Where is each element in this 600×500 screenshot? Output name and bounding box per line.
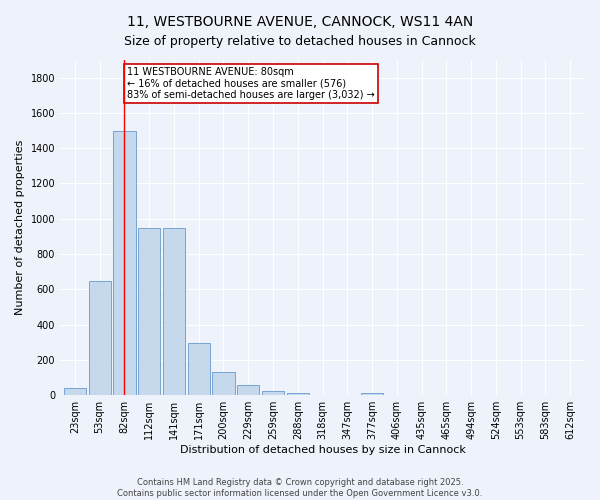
Text: Size of property relative to detached houses in Cannock: Size of property relative to detached ho… (124, 35, 476, 48)
Bar (64, 388, 86, 395)
Bar (212, 372, 235, 395)
Text: 11, WESTBOURNE AVENUE, CANNOCK, WS11 4AN: 11, WESTBOURNE AVENUE, CANNOCK, WS11 4AN (127, 15, 473, 29)
Bar (89, 280, 111, 395)
Bar (163, 228, 185, 395)
Bar (262, 391, 284, 395)
X-axis label: Distribution of detached houses by size in Cannock: Distribution of detached houses by size … (179, 445, 466, 455)
Bar (361, 394, 383, 395)
Text: 11 WESTBOURNE AVENUE: 80sqm
← 16% of detached houses are smaller (576)
83% of se: 11 WESTBOURNE AVENUE: 80sqm ← 16% of det… (127, 67, 374, 100)
Text: Contains HM Land Registry data © Crown copyright and database right 2025.
Contai: Contains HM Land Registry data © Crown c… (118, 478, 482, 498)
Bar (287, 393, 309, 395)
Y-axis label: Number of detached properties: Number of detached properties (15, 140, 25, 316)
Bar (237, 384, 259, 395)
Bar (113, 130, 136, 395)
Bar (138, 228, 160, 395)
Bar (188, 343, 210, 395)
